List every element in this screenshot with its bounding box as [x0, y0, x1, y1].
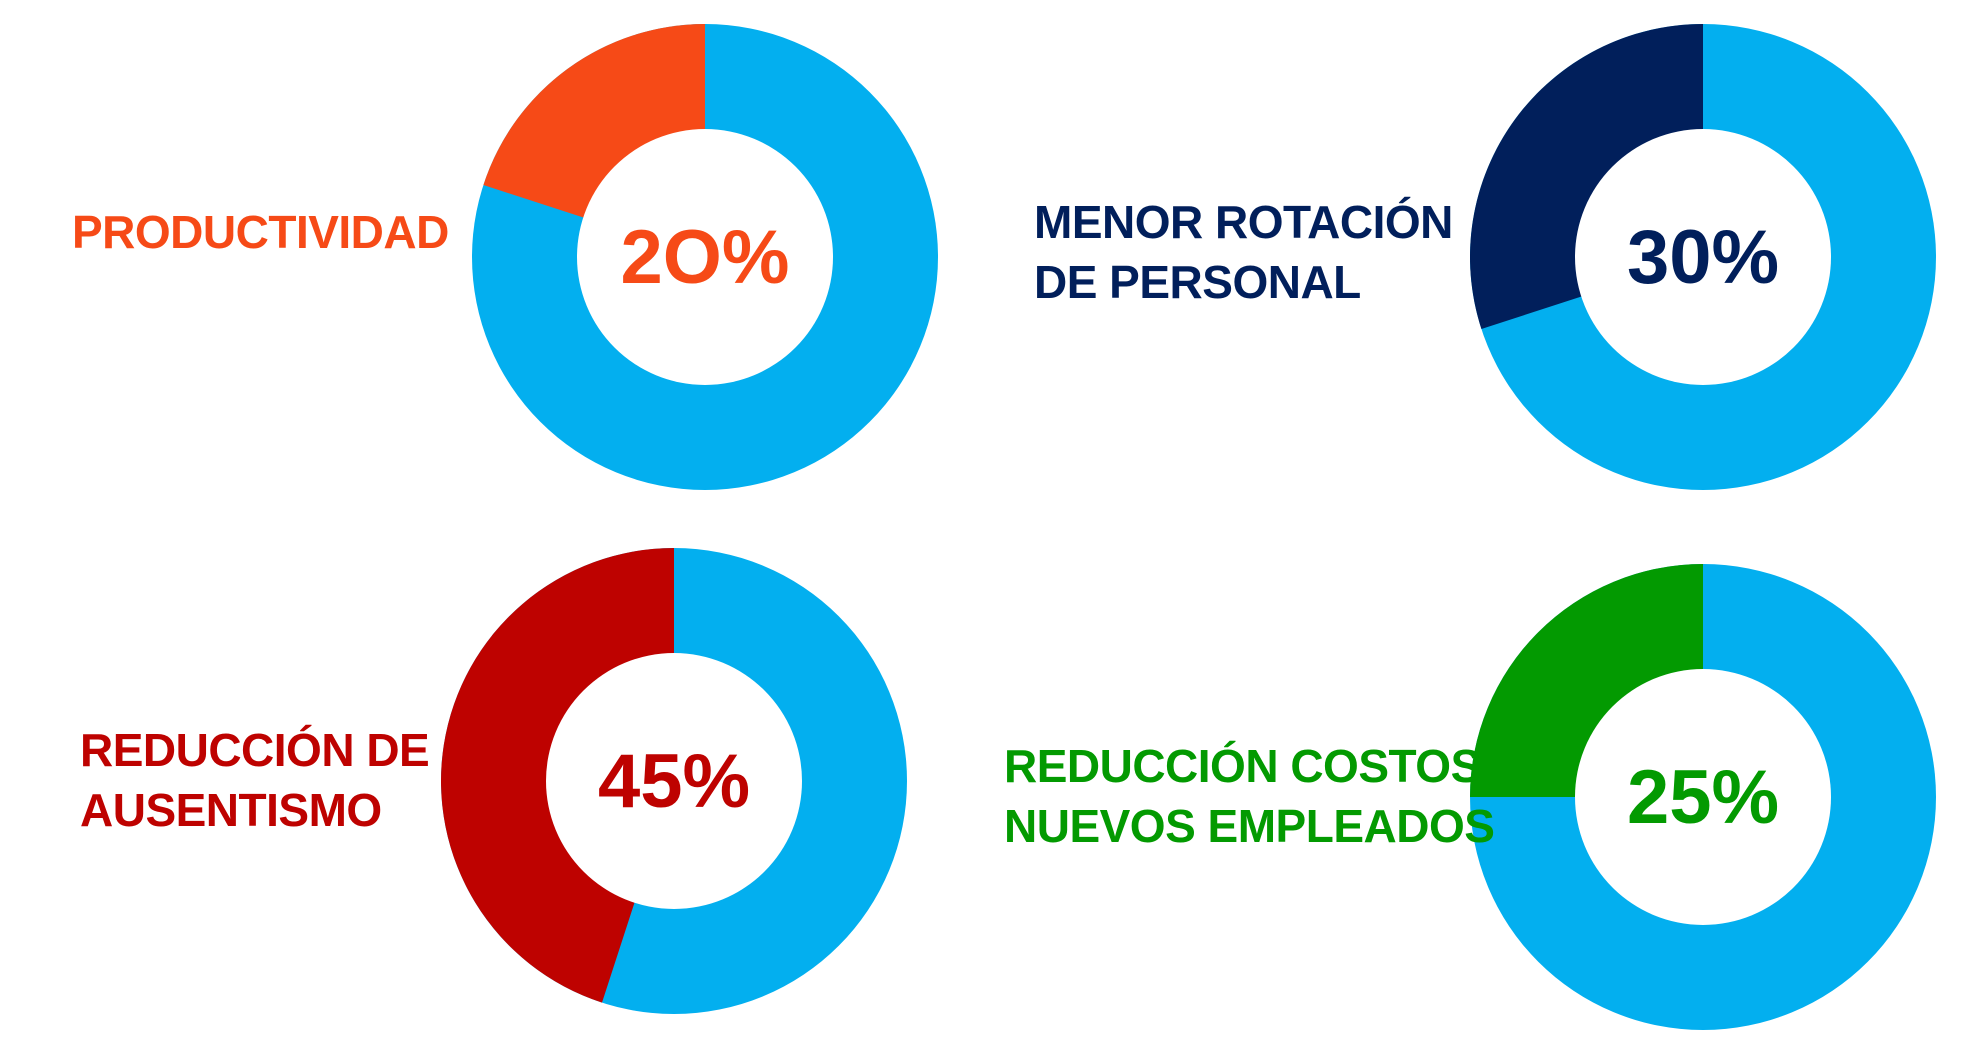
label-costos: REDUCCIÓN COSTOS NUEVOS EMPLEADOS: [1004, 736, 1495, 856]
label-productividad-line-1: PRODUCTIVIDAD: [72, 206, 449, 258]
donut-costos-hole: [1575, 669, 1831, 925]
label-rotacion-line-1: MENOR ROTACIÓN: [1034, 196, 1453, 248]
label-productividad: PRODUCTIVIDAD: [72, 202, 449, 262]
donut-rotacion-hole: [1575, 129, 1831, 385]
label-rotacion: MENOR ROTACIÓN DE PERSONAL: [1034, 192, 1453, 312]
label-ausentismo-line-2: AUSENTISMO: [80, 784, 382, 836]
donut-productividad: 2O%: [472, 24, 938, 490]
label-costos-line-2: NUEVOS EMPLEADOS: [1004, 800, 1495, 852]
donut-ausentismo-center-value: 45%: [598, 739, 750, 824]
donut-ausentismo-hole: [546, 653, 802, 909]
donut-costos-center-value: 25%: [1627, 755, 1779, 840]
donut-ausentismo: 45%: [440, 548, 907, 1014]
label-rotacion-line-2: DE PERSONAL: [1034, 256, 1361, 308]
donut-productividad-center-value: 2O%: [621, 215, 790, 300]
label-costos-line-1: REDUCCIÓN COSTOS: [1004, 740, 1481, 792]
donut-rotacion-center-value: 30%: [1627, 215, 1779, 300]
donut-costos: 25%: [1470, 564, 1936, 1030]
label-ausentismo: REDUCCIÓN DE AUSENTISMO: [80, 720, 430, 840]
donut-productividad-hole: [577, 129, 833, 385]
label-ausentismo-line-1: REDUCCIÓN DE: [80, 724, 430, 776]
donut-rotacion: 30%: [1470, 24, 1936, 490]
